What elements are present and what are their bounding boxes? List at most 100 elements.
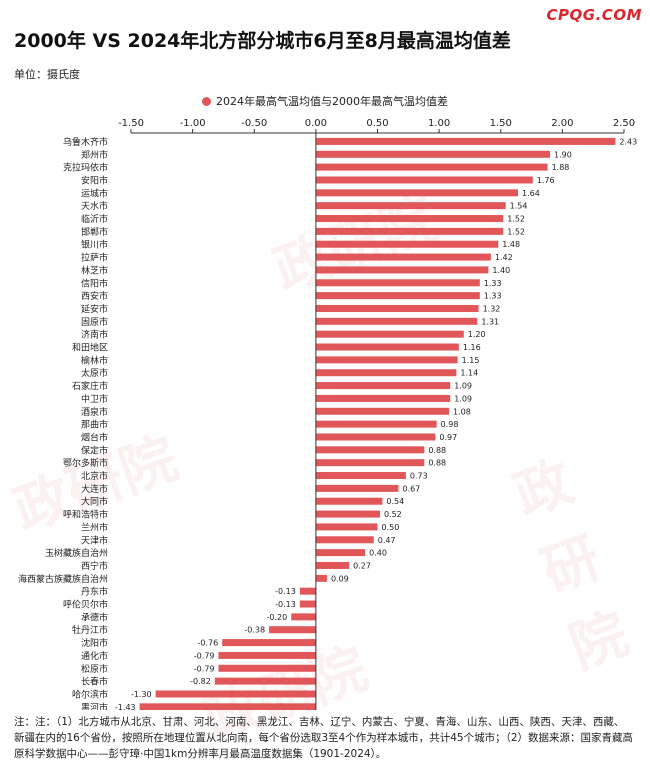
data-label: 1.32 [483, 304, 501, 313]
bar [315, 317, 478, 325]
bar [315, 163, 548, 171]
category-label: 西安市 [81, 290, 108, 302]
bar [315, 472, 406, 480]
category-label: 保定市 [81, 444, 108, 456]
bar [299, 587, 316, 595]
bar [315, 343, 459, 351]
data-label: 0.47 [378, 536, 396, 545]
category-label: 鄂尔多斯市 [63, 457, 108, 469]
category-label: 太原市 [81, 367, 108, 379]
category-label: 中卫市 [81, 393, 108, 405]
data-label: -1.43 [115, 703, 136, 710]
bar [315, 549, 366, 557]
bar [315, 330, 464, 338]
category-label: 运城市 [81, 187, 108, 199]
data-label: 1.16 [463, 343, 481, 352]
bar [155, 690, 316, 698]
x-tick-label: -0.50 [241, 118, 267, 129]
x-tick-label: 0.00 [305, 118, 327, 129]
bar [315, 510, 380, 518]
data-label: 0.52 [384, 510, 402, 519]
category-label: 哈尔滨市 [72, 688, 108, 700]
data-label: 0.88 [428, 459, 446, 468]
data-label: 0.09 [331, 574, 349, 583]
category-label: 黑河市 [81, 701, 108, 710]
x-tick-label: -1.50 [118, 118, 144, 129]
category-label: 那曲市 [81, 419, 108, 431]
bar [315, 356, 458, 364]
bar [315, 369, 457, 377]
bar [218, 664, 316, 672]
bar [315, 523, 378, 531]
category-label: 承德市 [81, 611, 108, 623]
x-tick-label: 2.50 [613, 118, 635, 129]
bar [291, 613, 316, 621]
category-label: 银川市 [81, 239, 108, 251]
data-label: 0.88 [428, 446, 446, 455]
legend-label: 2024年最高气温均值与2000年最高气温均值差 [216, 95, 448, 108]
category-label: 酒泉市 [81, 406, 108, 418]
category-label: 临沂市 [81, 213, 108, 225]
data-label: 0.97 [439, 433, 457, 442]
data-label: -1.30 [131, 690, 152, 699]
data-label: 1.52 [507, 227, 525, 236]
bar [315, 202, 506, 210]
category-label: 和田地区 [72, 342, 108, 354]
bar [315, 420, 437, 428]
category-label: 乌鲁木齐市 [63, 136, 108, 148]
data-label: 1.48 [502, 240, 520, 249]
category-label: 天津市 [81, 534, 108, 546]
category-label: 烟台市 [81, 431, 108, 443]
category-label: 玉树藏族自治州 [45, 547, 108, 559]
data-label: -0.13 [275, 587, 296, 596]
bar [315, 215, 504, 223]
bar [315, 176, 533, 184]
category-label: 石家庄市 [72, 380, 108, 392]
bar [222, 639, 316, 647]
category-label: 固原市 [81, 316, 108, 328]
x-tick-label: 1.00 [428, 118, 450, 129]
category-label: 延安市 [81, 303, 108, 315]
bar [315, 240, 499, 248]
data-label: 1.15 [462, 356, 480, 365]
category-label: 拉萨市 [81, 252, 108, 264]
bar [315, 394, 451, 402]
category-label: 通化市 [81, 650, 108, 662]
bar [315, 407, 449, 415]
data-label: 1.88 [552, 163, 570, 172]
bar [315, 150, 551, 158]
bar [315, 279, 480, 287]
data-label: 1.90 [554, 150, 572, 159]
data-label: 1.33 [484, 279, 502, 288]
data-label: 1.14 [460, 369, 478, 378]
data-label: 0.40 [369, 549, 387, 558]
category-label: 长春市 [81, 676, 108, 688]
bar [315, 561, 350, 569]
category-label: 兰州市 [81, 521, 108, 533]
category-label: 呼伦贝尔市 [63, 599, 108, 611]
data-label: 1.09 [454, 382, 472, 391]
data-label: -0.38 [244, 626, 265, 635]
bar [315, 292, 480, 300]
bar [315, 536, 374, 544]
bar [315, 497, 383, 505]
bar [218, 651, 316, 659]
category-label: 西宁市 [81, 560, 108, 572]
data-label: 1.76 [537, 176, 555, 185]
data-label: 0.73 [410, 472, 428, 481]
unit-label: 单位：摄氏度 [14, 68, 80, 81]
bar-chart: -1.50 -1.00 -0.50 0.00 0.50 1.00 1.50 2.00 2.50 乌… [18, 118, 637, 710]
data-label: -0.82 [190, 677, 211, 686]
category-label: 丹东市 [81, 586, 108, 598]
bar [315, 253, 491, 261]
category-label: 邯郸市 [81, 226, 108, 238]
x-tick-label: -1.00 [180, 118, 206, 129]
category-label: 安阳市 [81, 174, 108, 186]
category-label: 信阳市 [81, 277, 108, 289]
x-tick-label: 1.50 [490, 118, 512, 129]
category-label: 济南市 [81, 329, 108, 341]
legend-marker [202, 97, 211, 106]
data-label: -0.20 [267, 613, 288, 622]
bar [299, 600, 316, 608]
chart-title: 2000年 VS 2024年北方部分城市6月至8月最高温均值差 [14, 30, 511, 52]
